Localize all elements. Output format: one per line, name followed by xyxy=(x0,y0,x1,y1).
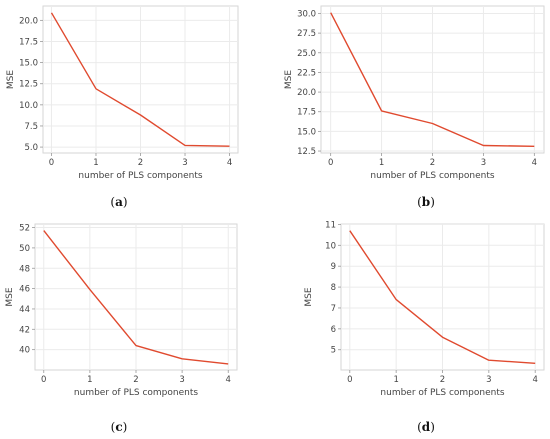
y-tick-label: 46 xyxy=(19,285,30,295)
y-tick-label: 40 xyxy=(19,346,30,356)
subplot-caption: (a) xyxy=(110,195,127,209)
x-axis-label: number of PLS components xyxy=(380,388,504,398)
mse-line xyxy=(50,12,230,147)
y-tick-label: 11 xyxy=(325,220,336,230)
y-tick-label: 20.0 xyxy=(297,88,316,98)
y-tick-label: 10.0 xyxy=(19,101,38,111)
y-tick-label: 17.5 xyxy=(297,108,316,118)
mse-line xyxy=(330,12,535,147)
y-tick-label: 48 xyxy=(19,264,30,274)
y-tick-label: 6 xyxy=(331,325,336,335)
y-tick-label: 7 xyxy=(331,304,336,314)
y-tick-label: 20.0 xyxy=(19,16,38,26)
y-tick-label: 15.0 xyxy=(297,127,316,137)
caption-letter: b xyxy=(422,195,430,209)
y-tick-label: 12.5 xyxy=(19,80,38,90)
x-tick-label: 0 xyxy=(347,375,352,385)
y-axis-label: MSE xyxy=(5,287,15,306)
x-tick-label: 4 xyxy=(532,158,537,168)
y-tick-label: 30.0 xyxy=(297,9,316,19)
x-tick-label: 3 xyxy=(179,375,184,385)
x-tick-label: 1 xyxy=(93,158,98,168)
y-tick-label: 7.5 xyxy=(24,122,38,132)
x-axis-label: number of PLS components xyxy=(370,171,494,181)
subplot-caption: (c) xyxy=(111,420,128,434)
x-tick-label: 1 xyxy=(87,375,92,385)
x-axis-label: number of PLS components xyxy=(78,171,202,181)
x-tick-label: 4 xyxy=(227,158,232,168)
y-tick-label: 17.5 xyxy=(19,37,38,47)
y-tick-label: 8 xyxy=(331,283,336,293)
subplot-d: 0 1 2 3 4 5 6 7 8 9 10 11 number of PLS components MS… xyxy=(304,220,545,434)
y-tick-label: 44 xyxy=(19,305,30,315)
y-tick-label: 42 xyxy=(19,325,30,335)
y-tick-label: 12.5 xyxy=(297,147,316,157)
x-tick-label: 2 xyxy=(138,158,143,168)
y-axis-label: MSE xyxy=(304,287,314,306)
x-tick-label: 1 xyxy=(393,375,398,385)
y-tick-label: 5.0 xyxy=(24,143,38,153)
x-tick-label: 3 xyxy=(481,158,486,168)
y-tick-label: 27.5 xyxy=(297,29,316,39)
x-tick-label: 4 xyxy=(226,375,231,385)
y-tick-label: 15.0 xyxy=(19,59,38,69)
x-tick-label: 2 xyxy=(430,158,435,168)
x-axis-label: number of PLS components xyxy=(74,388,198,398)
y-tick-label: 52 xyxy=(19,224,30,234)
x-tick-label: 2 xyxy=(133,375,138,385)
subplot-a: 0 1 2 3 4 5.0 7.5 10.0 12.5 15.0 17.5 20.0 number of… xyxy=(6,5,239,209)
y-tick-label: 5 xyxy=(331,346,336,356)
x-tick-label: 0 xyxy=(328,158,333,168)
x-tick-label: 3 xyxy=(486,375,491,385)
x-tick-label: 0 xyxy=(41,375,46,385)
y-tick-label: 10 xyxy=(325,241,336,251)
caption-letter: a xyxy=(115,195,123,209)
subplot-b: 0 1 2 3 4 12.5 15.0 17.5 20.0 22.5 25.0 27.5 30.0 num… xyxy=(284,5,545,209)
y-tick-label: 9 xyxy=(331,262,336,272)
mse-line xyxy=(349,230,536,364)
subplot-caption: (b) xyxy=(417,195,435,209)
x-tick-label: 1 xyxy=(379,158,384,168)
y-tick-label: 25.0 xyxy=(297,49,316,59)
y-axis-label: MSE xyxy=(284,70,294,89)
x-tick-label: 0 xyxy=(49,158,54,168)
caption-letter: d xyxy=(422,420,431,434)
x-tick-label: 3 xyxy=(182,158,187,168)
mse-line xyxy=(43,230,229,365)
subplot-caption: (d) xyxy=(417,420,435,434)
y-axis-label: MSE xyxy=(6,70,16,89)
y-tick-label: 50 xyxy=(19,244,30,254)
x-tick-label: 2 xyxy=(440,375,445,385)
y-tick-label: 22.5 xyxy=(297,68,316,78)
subplot-c: 0 1 2 3 4 40 42 44 46 48 50 52 number of PLS compone… xyxy=(5,223,238,434)
x-tick-label: 4 xyxy=(532,375,537,385)
caption-letter: c xyxy=(115,420,122,434)
